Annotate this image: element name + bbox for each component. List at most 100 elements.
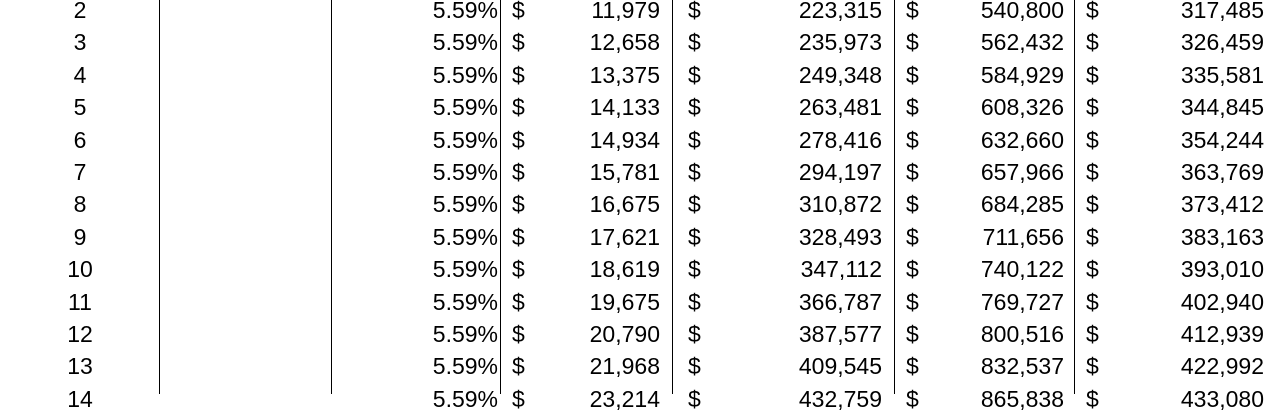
empty-cell[interactable] xyxy=(160,221,332,253)
amount-cell-2[interactable]: 409,545 xyxy=(798,353,882,380)
currency-symbol[interactable]: $ xyxy=(1086,320,1099,347)
amount-cell-3[interactable]: 608,326 xyxy=(980,94,1064,121)
amount-cell-1[interactable]: 18,619 xyxy=(589,256,660,283)
empty-cell[interactable] xyxy=(160,318,332,350)
rate-cell[interactable]: 5.59% xyxy=(432,288,498,315)
currency-symbol[interactable]: $ xyxy=(512,353,525,380)
amount-cell-2[interactable]: 235,973 xyxy=(798,29,882,56)
currency-symbol[interactable]: $ xyxy=(906,385,919,412)
amount-cell-2[interactable]: 294,197 xyxy=(798,158,882,185)
amount-cell-3[interactable]: 740,122 xyxy=(980,256,1064,283)
amount-cell-4[interactable]: 383,163 xyxy=(1180,223,1264,250)
amount-cell-2[interactable]: 278,416 xyxy=(798,126,882,153)
currency-symbol[interactable]: $ xyxy=(688,385,701,412)
amount-cell-1[interactable]: 19,675 xyxy=(589,288,660,315)
amount-cell-1[interactable]: 21,968 xyxy=(589,353,660,380)
year-cell[interactable]: 5 xyxy=(73,94,87,121)
currency-symbol[interactable]: $ xyxy=(688,29,701,56)
amount-cell-4[interactable]: 326,459 xyxy=(1180,29,1264,56)
amount-cell-1[interactable]: 23,214 xyxy=(589,385,660,412)
currency-symbol[interactable]: $ xyxy=(512,0,525,23)
amount-cell-3[interactable]: 832,537 xyxy=(980,353,1064,380)
currency-symbol[interactable]: $ xyxy=(512,61,525,88)
amount-cell-3[interactable]: 562,432 xyxy=(980,29,1064,56)
currency-symbol[interactable]: $ xyxy=(1086,256,1099,283)
currency-symbol[interactable]: $ xyxy=(1086,353,1099,380)
year-cell[interactable]: 11 xyxy=(68,288,92,315)
currency-symbol[interactable]: $ xyxy=(1086,288,1099,315)
currency-symbol[interactable]: $ xyxy=(1086,126,1099,153)
year-cell[interactable]: 14 xyxy=(67,385,93,412)
rate-cell[interactable]: 5.59% xyxy=(432,29,498,56)
currency-symbol[interactable]: $ xyxy=(906,94,919,121)
currency-symbol[interactable]: $ xyxy=(512,385,525,412)
amount-cell-4[interactable]: 373,412 xyxy=(1180,191,1264,218)
currency-symbol[interactable]: $ xyxy=(906,61,919,88)
year-cell[interactable]: 4 xyxy=(73,61,87,88)
amount-cell-4[interactable]: 354,244 xyxy=(1180,126,1264,153)
amount-cell-1[interactable]: 14,133 xyxy=(589,94,660,121)
year-cell[interactable]: 7 xyxy=(73,158,87,185)
currency-symbol[interactable]: $ xyxy=(688,126,701,153)
empty-cell[interactable] xyxy=(160,350,332,382)
amount-cell-4[interactable]: 335,581 xyxy=(1180,61,1264,88)
currency-symbol[interactable]: $ xyxy=(906,223,919,250)
amount-cell-4[interactable]: 317,485 xyxy=(1180,0,1264,23)
amount-cell-4[interactable]: 433,080 xyxy=(1180,385,1264,412)
currency-symbol[interactable]: $ xyxy=(1086,0,1099,23)
currency-symbol[interactable]: $ xyxy=(906,191,919,218)
currency-symbol[interactable]: $ xyxy=(512,320,525,347)
empty-cell[interactable] xyxy=(160,59,332,91)
empty-cell[interactable] xyxy=(160,0,332,26)
currency-symbol[interactable]: $ xyxy=(1086,94,1099,121)
year-cell[interactable]: 6 xyxy=(73,126,87,153)
amount-cell-3[interactable]: 769,727 xyxy=(980,288,1064,315)
empty-cell[interactable] xyxy=(160,286,332,318)
rate-cell[interactable]: 5.59% xyxy=(432,61,498,88)
currency-symbol[interactable]: $ xyxy=(688,256,701,283)
currency-symbol[interactable]: $ xyxy=(688,288,701,315)
empty-cell[interactable] xyxy=(160,253,332,285)
currency-symbol[interactable]: $ xyxy=(512,191,525,218)
rate-cell[interactable]: 5.59% xyxy=(432,320,498,347)
amount-cell-2[interactable]: 263,481 xyxy=(798,94,882,121)
currency-symbol[interactable]: $ xyxy=(688,61,701,88)
currency-symbol[interactable]: $ xyxy=(1086,29,1099,56)
amount-cell-4[interactable]: 344,845 xyxy=(1180,94,1264,121)
currency-symbol[interactable]: $ xyxy=(512,158,525,185)
rate-cell[interactable]: 5.59% xyxy=(432,223,498,250)
year-cell[interactable]: 10 xyxy=(67,256,93,283)
currency-symbol[interactable]: $ xyxy=(906,0,919,23)
currency-symbol[interactable]: $ xyxy=(688,191,701,218)
empty-cell[interactable] xyxy=(160,26,332,58)
currency-symbol[interactable]: $ xyxy=(1086,385,1099,412)
amount-cell-4[interactable]: 393,010 xyxy=(1180,256,1264,283)
rate-cell[interactable]: 5.59% xyxy=(432,191,498,218)
amount-cell-4[interactable]: 363,769 xyxy=(1180,158,1264,185)
rate-cell[interactable]: 5.59% xyxy=(432,385,498,412)
currency-symbol[interactable]: $ xyxy=(688,94,701,121)
amount-cell-1[interactable]: 11,979 xyxy=(591,0,660,23)
amount-cell-2[interactable]: 310,872 xyxy=(798,191,882,218)
currency-symbol[interactable]: $ xyxy=(512,288,525,315)
currency-symbol[interactable]: $ xyxy=(906,256,919,283)
amount-cell-1[interactable]: 15,781 xyxy=(589,158,660,185)
currency-symbol[interactable]: $ xyxy=(906,126,919,153)
amount-cell-3[interactable]: 657,966 xyxy=(980,158,1064,185)
amount-cell-2[interactable]: 249,348 xyxy=(798,61,882,88)
rate-cell[interactable]: 5.59% xyxy=(432,0,498,23)
amount-cell-2[interactable]: 366,787 xyxy=(798,288,882,315)
amount-cell-3[interactable]: 584,929 xyxy=(980,61,1064,88)
empty-cell[interactable] xyxy=(160,383,332,415)
amount-cell-1[interactable]: 12,658 xyxy=(589,29,660,56)
currency-symbol[interactable]: $ xyxy=(1086,223,1099,250)
rate-cell[interactable]: 5.59% xyxy=(432,256,498,283)
currency-symbol[interactable]: $ xyxy=(688,223,701,250)
currency-symbol[interactable]: $ xyxy=(512,126,525,153)
amount-cell-3[interactable]: 632,660 xyxy=(980,126,1064,153)
currency-symbol[interactable]: $ xyxy=(688,320,701,347)
amount-cell-3[interactable]: 865,838 xyxy=(980,385,1064,412)
amount-cell-2[interactable]: 432,759 xyxy=(798,385,882,412)
rate-cell[interactable]: 5.59% xyxy=(432,94,498,121)
year-cell[interactable]: 13 xyxy=(67,353,93,380)
